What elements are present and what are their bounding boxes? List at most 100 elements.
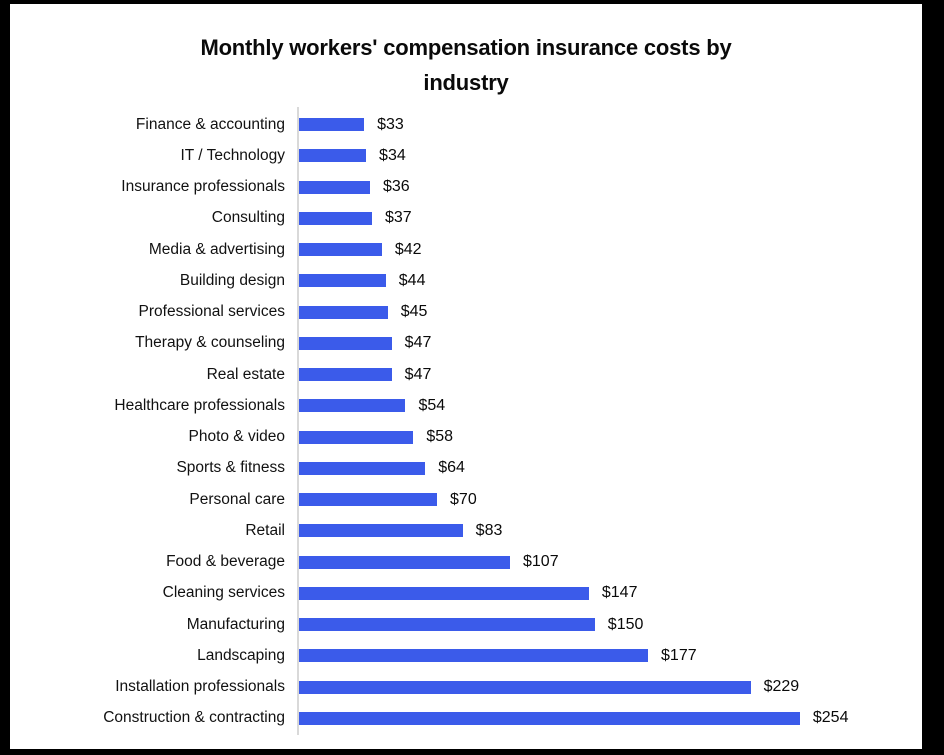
category-label: Retail <box>245 521 285 539</box>
bar-row: Manufacturing $150 <box>10 609 922 640</box>
category-label: IT / Technology <box>180 146 285 164</box>
value-label: $107 <box>523 553 559 571</box>
bar <box>299 586 589 600</box>
bar-row: Sports & fitness $64 <box>10 453 922 484</box>
bar-zone: $37 <box>297 203 922 234</box>
value-label: $44 <box>398 271 426 289</box>
value-label: $37 <box>384 209 412 227</box>
bar-zone: $83 <box>297 515 922 546</box>
category-label: Sports & fitness <box>176 459 285 477</box>
category-label: Manufacturing <box>186 615 285 633</box>
bar-row: Landscaping $177 <box>10 640 922 671</box>
chart-title-line-2: industry <box>423 70 509 95</box>
category-label: Personal care <box>189 490 285 508</box>
bar-zone: $70 <box>297 484 922 515</box>
bar <box>299 149 367 163</box>
bar-row: Installation professionals $229 <box>10 672 922 703</box>
bar-zone: $47 <box>297 359 922 390</box>
category-label: Finance & accounting <box>135 115 285 133</box>
bar-zone: $34 <box>297 140 922 171</box>
chart-title: Monthly workers' compensation insurance … <box>126 30 806 100</box>
category-label: Installation professionals <box>115 678 285 696</box>
category-label: Construction & contracting <box>103 709 285 727</box>
bar-row: Insurance professionals $36 <box>10 172 922 203</box>
value-label: $254 <box>812 709 849 727</box>
value-label: $47 <box>404 365 432 383</box>
bar <box>299 524 463 538</box>
bar <box>299 430 414 444</box>
bar <box>299 493 438 507</box>
value-label: $229 <box>763 678 800 696</box>
bar-zone: $150 <box>297 609 922 640</box>
category-label: Cleaning services <box>162 584 285 602</box>
bar-zone: $42 <box>297 234 922 265</box>
bar <box>299 680 751 694</box>
category-label: Landscaping <box>197 646 285 664</box>
value-label: $47 <box>404 334 432 352</box>
bar-zone: $177 <box>297 640 922 671</box>
chart-canvas: Monthly workers' compensation insurance … <box>10 4 922 749</box>
category-label: Real estate <box>206 365 285 383</box>
bar-row: Construction & contracting $254 <box>10 703 922 734</box>
bar-zone: $147 <box>297 578 922 609</box>
bar-zone: $107 <box>297 547 922 578</box>
bar-row: Healthcare professionals $54 <box>10 390 922 421</box>
bar <box>299 118 365 132</box>
value-label: $177 <box>661 646 697 664</box>
value-label: $54 <box>418 396 446 414</box>
category-label: Building design <box>179 271 285 289</box>
category-label: Healthcare professionals <box>114 396 285 414</box>
bar-zone: $45 <box>297 297 922 328</box>
category-label: Consulting <box>211 209 285 227</box>
value-label: $83 <box>475 521 503 539</box>
bar-row: Retail $83 <box>10 515 922 546</box>
value-label: $33 <box>377 115 404 133</box>
chart-title-line-1: Monthly workers' compensation insurance … <box>200 35 732 60</box>
bar-row: Media & advertising $42 <box>10 234 922 265</box>
bar <box>299 368 392 382</box>
bar <box>299 180 370 194</box>
value-label: $45 <box>400 303 428 321</box>
bar <box>299 243 382 257</box>
value-label: $64 <box>438 459 465 477</box>
bar-zone: $229 <box>297 672 922 703</box>
value-label: $58 <box>426 428 454 446</box>
bar-zone: $54 <box>297 390 922 421</box>
value-label: $70 <box>450 490 477 508</box>
bar-zone: $33 <box>297 109 922 140</box>
bar-row: Cleaning services $147 <box>10 578 922 609</box>
y-axis-line <box>297 107 299 735</box>
value-label: $34 <box>379 146 406 164</box>
bar-row: Finance & accounting $33 <box>10 109 922 140</box>
bar-row: Food & beverage $107 <box>10 547 922 578</box>
bar <box>299 211 372 225</box>
value-label: $42 <box>394 240 422 258</box>
value-label: $36 <box>382 178 410 196</box>
value-label: $147 <box>601 584 638 602</box>
bar-zone: $47 <box>297 328 922 359</box>
bar-row: Real estate $47 <box>10 359 922 390</box>
value-label: $150 <box>607 615 644 633</box>
bar-row: Therapy & counseling $47 <box>10 328 922 359</box>
bar-zone: $254 <box>297 703 922 734</box>
bar <box>299 618 595 632</box>
bar <box>299 305 388 319</box>
bar <box>299 555 510 569</box>
category-label: Food & beverage <box>166 553 285 571</box>
bar <box>299 336 392 350</box>
bar-row: Professional services $45 <box>10 297 922 328</box>
bar-row: Photo & video $58 <box>10 422 922 453</box>
bar <box>299 399 406 413</box>
bar-zone: $44 <box>297 265 922 296</box>
bar-zone: $64 <box>297 453 922 484</box>
bar-row: IT / Technology $34 <box>10 140 922 171</box>
bar-row: Consulting $37 <box>10 203 922 234</box>
bar-row: Personal care $70 <box>10 484 922 515</box>
bar <box>299 649 649 663</box>
bar <box>299 711 800 725</box>
bar-zone: $58 <box>297 422 922 453</box>
plot-area: Finance & accounting $33 IT / Technology $3… <box>10 107 922 735</box>
bar <box>299 461 426 475</box>
category-label: Photo & video <box>188 428 285 446</box>
